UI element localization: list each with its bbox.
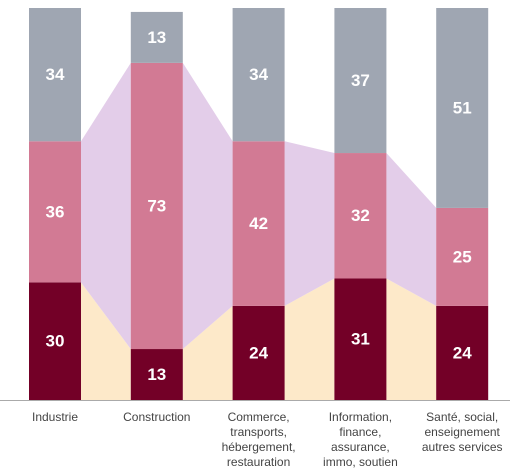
- category-label: Santé, social,: [426, 410, 498, 424]
- bar-segment: [130, 11, 183, 63]
- bar-segment: [232, 305, 285, 400]
- bar-segment: [436, 305, 489, 400]
- flow-area: [182, 62, 233, 350]
- bar-segment: [436, 207, 489, 306]
- category-label: Information,: [329, 410, 392, 424]
- category-label: immo, soutien: [323, 455, 398, 469]
- bar-segment: [334, 8, 387, 154]
- flow-area: [284, 141, 335, 306]
- value-label: 25: [453, 247, 472, 266]
- bar-segment: [436, 8, 489, 208]
- value-label: 34: [46, 65, 65, 84]
- bar-segment: [130, 62, 183, 350]
- value-label: 37: [351, 71, 370, 90]
- value-label: 13: [147, 28, 166, 47]
- value-label: 42: [249, 214, 268, 233]
- flow-area: [81, 62, 131, 350]
- category-label: assurance,: [331, 440, 390, 454]
- value-label: 51: [453, 98, 472, 117]
- flow-area: [182, 305, 233, 400]
- value-label: 24: [453, 343, 472, 362]
- value-label: 30: [46, 332, 65, 351]
- category-label: Industrie: [32, 410, 78, 424]
- bar-segment: [232, 141, 285, 306]
- flow-area: [81, 282, 131, 400]
- category-label: autres services: [422, 440, 503, 454]
- bar-segment: [29, 282, 81, 400]
- flow-area: [284, 278, 335, 400]
- bar-segment: [130, 349, 183, 400]
- value-label: 24: [249, 343, 268, 362]
- category-label: finance,: [339, 425, 381, 439]
- category-label: restauration: [227, 455, 290, 469]
- flow-area: [386, 153, 437, 306]
- category-label: transports,: [230, 425, 287, 439]
- category-label: enseignement: [425, 425, 501, 439]
- bar-segment: [29, 141, 81, 283]
- bar-segment: [334, 278, 387, 400]
- bar-segment: [29, 8, 81, 142]
- category-label: Construction: [123, 410, 190, 424]
- value-label: 34: [249, 65, 268, 84]
- category-label: Commerce,: [228, 410, 290, 424]
- category-label: hébergement,: [222, 440, 296, 454]
- bar-segment: [232, 8, 285, 142]
- value-label: 36: [46, 202, 65, 221]
- value-label: 32: [351, 206, 370, 225]
- bar-segment: [334, 153, 387, 279]
- flow-area: [386, 278, 437, 400]
- value-label: 73: [147, 196, 166, 215]
- value-label: 31: [351, 330, 370, 349]
- value-label: 13: [147, 365, 166, 384]
